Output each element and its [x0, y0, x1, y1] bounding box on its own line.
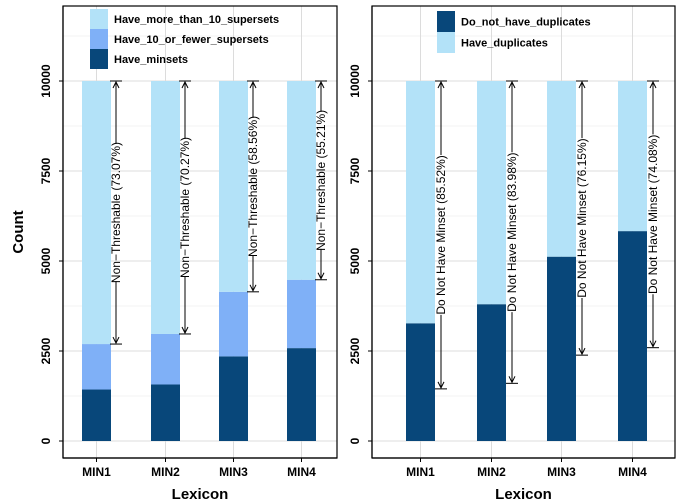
y-tick-label: 5000 — [39, 247, 53, 274]
bar-min1-do-not-have-duplicates — [406, 323, 435, 441]
annotation-arrow-head — [249, 80, 257, 89]
x-tick-label-min1: MIN1 — [82, 465, 111, 479]
legend-label: Have_more_than_10_supersets — [114, 14, 279, 26]
annotation-arrow-head — [317, 272, 325, 280]
y-tick-label: 7500 — [348, 157, 362, 184]
bar-min3-have-minsets — [219, 356, 248, 441]
legend-label: Have_duplicates — [461, 38, 548, 50]
bar-min4-have-10-or-fewer-supersets — [287, 279, 316, 349]
bar-min4-have-more-than-10-supersets — [287, 81, 316, 280]
y-tick-label: 5000 — [348, 247, 362, 274]
bar-min2-do-not-have-duplicates — [477, 304, 506, 441]
bar-min3-have-more-than-10-supersets — [219, 81, 248, 292]
legend-label: Have_10_or_fewer_supersets — [114, 34, 269, 46]
annotation-label-min4: Do Not Have Minset (74.08%) — [646, 135, 660, 294]
legend-swatch-have-more-than-10-supersets — [90, 9, 108, 29]
x-tick-label-min3: MIN3 — [547, 465, 576, 479]
x-tick-label-min3: MIN3 — [219, 465, 248, 479]
annotation-arrow-head — [181, 80, 189, 89]
legend-swatch-have-minsets — [90, 49, 108, 69]
y-tick-label: 7500 — [39, 157, 53, 184]
legend-label: Have_minsets — [114, 54, 188, 66]
x-tick-label-min4: MIN4 — [618, 465, 647, 479]
x-tick-label-min4: MIN4 — [287, 465, 316, 479]
annotation-arrow-head — [508, 376, 516, 384]
annotation-arrow-head — [437, 381, 445, 389]
legend-swatch-do-not-have-duplicates — [437, 11, 455, 32]
y-tick-label: 2500 — [348, 337, 362, 364]
annotation-arrow-head — [578, 80, 586, 89]
bar-min1-have-duplicates — [406, 81, 435, 324]
chart-panel-1: Non−Threshable (73.07%) Non−Threshable (7… — [10, 5, 338, 503]
annotation-label-min3: Non−Threshable (58.56%) — [246, 116, 260, 257]
bar-min3-have-10-or-fewer-supersets — [219, 291, 248, 357]
y-axis-title: Count — [10, 210, 27, 253]
annotation-label-min1: Do Not Have Minset (85.52%) — [434, 155, 448, 314]
chart-panel-2: Do Not Have Minset (85.52%) Do Not Have M… — [348, 5, 676, 503]
legend: Do_not_have_duplicates Have_duplicates — [437, 11, 591, 53]
annotation-arrow-head — [437, 80, 445, 89]
y-tick-label: 10000 — [348, 64, 362, 98]
bar-min2-have-more-than-10-supersets — [151, 81, 180, 334]
annotation-arrow-head — [317, 80, 325, 89]
annotation-arrow-head — [649, 340, 657, 348]
plot-border — [371, 5, 676, 459]
x-tick-label-min2: MIN2 — [477, 465, 506, 479]
y-tick-label: 10000 — [39, 64, 53, 98]
y-tick-label: 0 — [39, 437, 53, 444]
annotation-label-min4: Non−Threshable (55.21%) — [314, 110, 328, 251]
annotation-label-min2: Do Not Have Minset (83.98%) — [505, 152, 519, 311]
legend: Have_more_than_10_supersets Have_10_or_fe… — [90, 9, 279, 69]
annotation-arrow-head — [508, 80, 516, 89]
annotation-label-min1: Non−Threshable (73.07%) — [109, 142, 123, 283]
bar-min4-have-duplicates — [618, 81, 647, 232]
bar-min2-have-duplicates — [477, 81, 506, 305]
plot-border — [62, 5, 338, 459]
x-tick-label-min2: MIN2 — [151, 465, 180, 479]
x-axis-title: Lexicon — [495, 486, 552, 503]
legend-label: Do_not_have_duplicates — [461, 17, 591, 29]
bar-min1-have-minsets — [82, 389, 111, 441]
annotation-label-min2: Non−Threshable (70.27%) — [178, 137, 192, 278]
y-tick-label: 2500 — [39, 337, 53, 364]
x-axis-title: Lexicon — [172, 486, 229, 503]
bar-min4-have-minsets — [287, 348, 316, 441]
legend-swatch-have-duplicates — [437, 32, 455, 53]
annotation-arrow-head — [649, 80, 657, 89]
legend-swatch-have-10-or-fewer-supersets — [90, 29, 108, 49]
annotation-arrow-head — [181, 326, 189, 335]
annotation-label-min3: Do Not Have Minset (76.15%) — [575, 138, 589, 297]
bar-min2-have-minsets — [151, 384, 180, 441]
bar-min1-have-more-than-10-supersets — [82, 81, 111, 345]
bar-min3-have-duplicates — [547, 81, 576, 257]
annotation-arrow-head — [578, 347, 586, 356]
y-tick-label: 0 — [348, 437, 362, 444]
bar-min1-have-10-or-fewer-supersets — [82, 344, 111, 390]
bar-min2-have-10-or-fewer-supersets — [151, 333, 180, 385]
annotation-arrow-head — [112, 80, 120, 89]
bar-min3-do-not-have-duplicates — [547, 256, 576, 441]
annotation-arrow-head — [112, 336, 120, 345]
x-tick-label-min1: MIN1 — [406, 465, 435, 479]
bar-min4-do-not-have-duplicates — [618, 231, 647, 441]
annotation-arrow-head — [249, 284, 257, 292]
